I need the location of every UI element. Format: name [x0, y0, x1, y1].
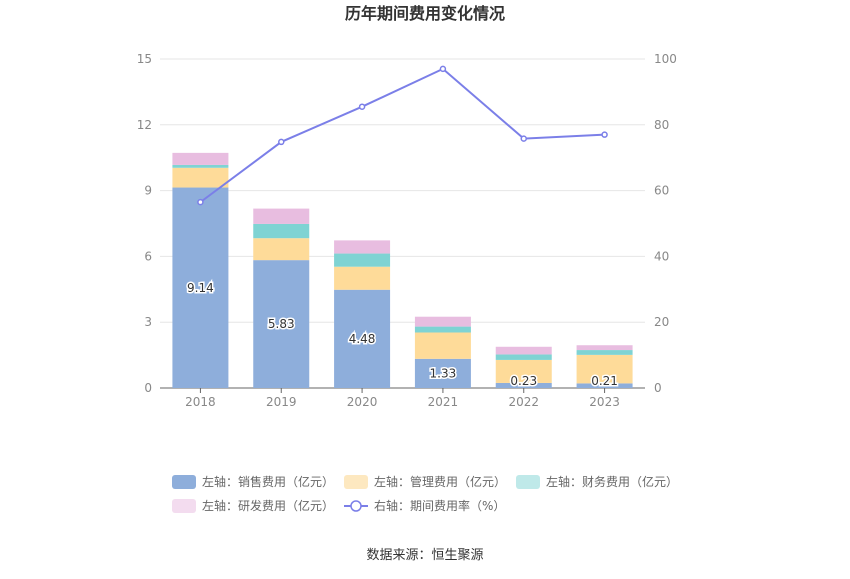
gridlines — [160, 58, 645, 323]
rate-line-path — [199, 67, 605, 203]
y-right-tick-label: 0 — [654, 381, 662, 395]
legend-swatch — [172, 499, 196, 513]
legend-label: 左轴：管理费用（亿元） — [374, 474, 506, 489]
legend-swatch — [172, 475, 196, 489]
bar-segment — [253, 223, 310, 239]
legend-swatch — [516, 475, 540, 489]
bar-segment — [172, 187, 229, 388]
y-right-tick-label: 80 — [654, 118, 669, 132]
bar-value-label: 9.14 — [187, 281, 214, 295]
legend: 左轴：销售费用（亿元） 左轴：管理费用（亿元） 左轴：财务费用（亿元） 左轴：研发费用… — [172, 474, 678, 513]
bar-segment — [253, 260, 310, 388]
y-right-tick-label: 40 — [654, 249, 669, 263]
bar-segment — [172, 152, 229, 165]
bar-segment — [414, 316, 471, 327]
bar-segment — [576, 345, 633, 351]
bar-segment — [253, 238, 310, 261]
bar-segment — [414, 358, 471, 388]
bar-segment — [576, 350, 633, 355]
x-tick-label: 2022 — [508, 395, 539, 409]
bar-segment — [334, 240, 391, 254]
legend-label: 左轴：研发费用（亿元） — [202, 498, 334, 513]
y-left-tick-label: 9 — [144, 184, 152, 198]
x-tick-label: 2021 — [428, 395, 459, 409]
rate-point — [278, 138, 285, 146]
legend-label: 左轴：财务费用（亿元） — [546, 474, 678, 489]
y-left-tick-label: 15 — [137, 52, 152, 66]
y-right-tick-label: 20 — [654, 315, 669, 329]
rate-line — [197, 65, 608, 206]
bar-segment — [334, 289, 391, 388]
bar-segment — [253, 208, 310, 224]
bar-segment — [414, 332, 471, 359]
bar-segment — [414, 326, 471, 333]
y-right-tick-label: 100 — [654, 52, 677, 66]
bar-segment — [172, 164, 229, 168]
y-left-tick-label: 6 — [144, 249, 152, 263]
x-tick-label: 2020 — [347, 395, 378, 409]
bar-segment — [495, 354, 552, 360]
bar-segment — [334, 266, 391, 290]
rate-point — [601, 131, 608, 138]
bar-value-label: 1.33 — [430, 366, 457, 380]
legend-line-marker — [350, 500, 362, 512]
x-tick-label: 2023 — [589, 395, 620, 409]
bar-segment — [576, 383, 633, 388]
bar-segment — [334, 253, 391, 267]
y-right-tick-label: 60 — [654, 184, 669, 198]
axes: 0 3 6 9 12 15 0 20 40 60 80 100 2018 2019 2020 2021 2022… — [137, 52, 677, 409]
legend-label: 左轴：销售费用（亿元） — [202, 474, 334, 489]
y-left-tick-label: 3 — [144, 315, 152, 329]
legend-label: 右轴：期间费用率（%） — [374, 498, 505, 513]
x-tick-label: 2019 — [266, 395, 297, 409]
x-tick-label: 2018 — [185, 395, 216, 409]
source-note: 数据来源：恒生聚源 — [366, 548, 483, 563]
rate-point — [520, 135, 527, 142]
y-left-tick-label: 12 — [137, 118, 152, 132]
bar-value-label: 5.83 — [268, 317, 295, 331]
bar-value-label: 0.23 — [510, 374, 537, 388]
data-labels: 9.14 5.83 4.48 1.33 0.23 0.21 — [186, 279, 620, 389]
bars — [172, 152, 633, 388]
y-left-tick-label: 0 — [144, 381, 152, 395]
chart-title: 历年期间费用变化情况 — [345, 4, 505, 23]
rate-point — [439, 65, 447, 73]
bar-value-label: 0.21 — [591, 374, 618, 388]
bar-segment — [495, 382, 552, 388]
bar-value-label: 4.48 — [349, 332, 376, 346]
bar-segment — [576, 354, 633, 384]
rate-point — [358, 103, 366, 110]
bar-segment — [495, 359, 552, 383]
legend-swatch — [344, 475, 368, 489]
bar-segment — [495, 346, 552, 355]
bar-segment — [172, 167, 229, 188]
rate-point — [197, 198, 204, 206]
